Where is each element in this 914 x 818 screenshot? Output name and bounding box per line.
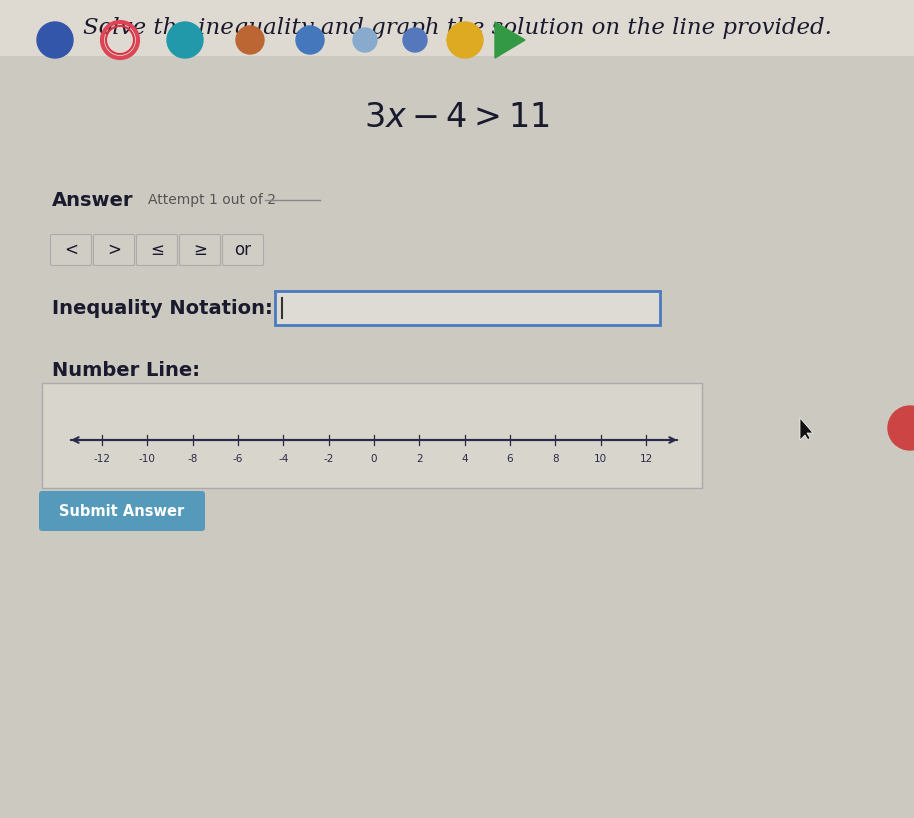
FancyBboxPatch shape	[50, 235, 91, 266]
Circle shape	[403, 28, 427, 52]
Bar	[0, 0, 914, 56]
Text: ≤: ≤	[150, 241, 164, 259]
Text: 8: 8	[552, 454, 558, 464]
Circle shape	[296, 26, 324, 54]
Text: ≥: ≥	[193, 241, 207, 259]
Circle shape	[353, 28, 377, 52]
Circle shape	[37, 22, 73, 58]
Circle shape	[888, 406, 914, 450]
Polygon shape	[800, 418, 813, 440]
Text: 4: 4	[462, 454, 468, 464]
FancyBboxPatch shape	[136, 235, 177, 266]
Text: 12: 12	[640, 454, 653, 464]
Text: Solve the inequality and graph the solution on the line provided.: Solve the inequality and graph the solut…	[82, 17, 832, 39]
Text: >: >	[107, 241, 121, 259]
Text: 0: 0	[371, 454, 377, 464]
Text: Attempt 1 out of 2: Attempt 1 out of 2	[148, 193, 276, 207]
FancyBboxPatch shape	[222, 235, 263, 266]
Text: 2: 2	[416, 454, 422, 464]
Text: <: <	[64, 241, 78, 259]
FancyBboxPatch shape	[93, 235, 134, 266]
Text: -8: -8	[187, 454, 197, 464]
Circle shape	[167, 22, 203, 58]
FancyBboxPatch shape	[39, 491, 205, 531]
Text: -6: -6	[233, 454, 243, 464]
Polygon shape	[495, 22, 525, 58]
Text: Submit Answer: Submit Answer	[59, 504, 185, 519]
Text: Answer: Answer	[52, 191, 133, 209]
Text: Number Line:: Number Line:	[52, 362, 200, 380]
FancyBboxPatch shape	[275, 291, 660, 325]
FancyBboxPatch shape	[179, 235, 220, 266]
Text: -2: -2	[324, 454, 334, 464]
FancyBboxPatch shape	[42, 383, 702, 488]
Text: 6: 6	[506, 454, 514, 464]
Circle shape	[447, 22, 483, 58]
Text: or: or	[235, 241, 251, 259]
Text: Inequality Notation:: Inequality Notation:	[52, 299, 272, 317]
Circle shape	[236, 26, 264, 54]
Text: -12: -12	[93, 454, 111, 464]
Text: $3x-4>11$: $3x-4>11$	[365, 102, 549, 134]
Text: -4: -4	[278, 454, 289, 464]
Text: 10: 10	[594, 454, 607, 464]
Text: -10: -10	[139, 454, 155, 464]
